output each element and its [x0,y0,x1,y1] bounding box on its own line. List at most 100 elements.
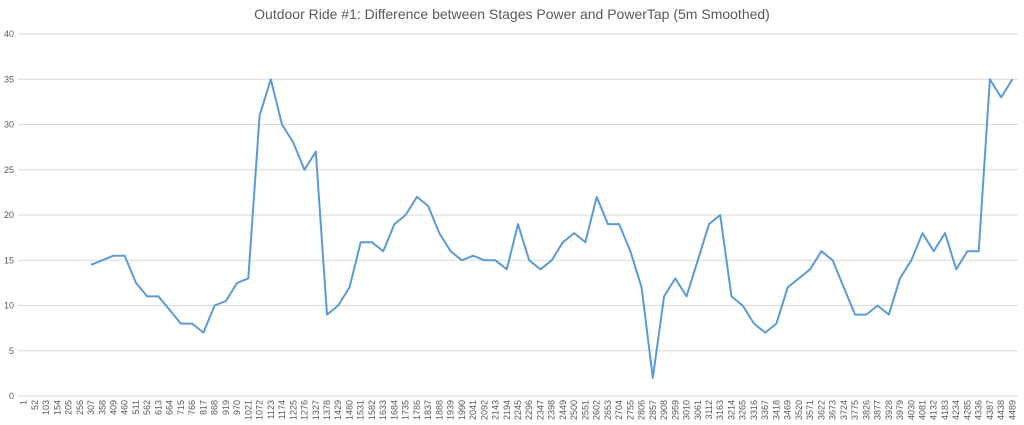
x-tick-label: 4387 [985,400,995,420]
x-tick-label: 460 [120,400,130,415]
x-tick-label: 3010 [682,400,692,420]
x-tick-label: 3418 [771,400,781,420]
x-tick-label: 1327 [311,400,321,420]
x-tick-label: 2500 [569,400,579,420]
x-tick-label: 4489 [1007,400,1017,420]
x-tick-label: 1939 [446,400,456,420]
x-tick-label: 205 [64,400,74,415]
data-line [90,78,1014,379]
y-tick-label: 35 [4,74,14,84]
x-tick-label: 1378 [322,400,332,420]
x-tick-label: 4081 [917,400,927,420]
x-tick-label: 613 [153,400,163,415]
x-tick-label: 2398 [547,400,557,420]
x-tick-label: 3265 [738,400,748,420]
x-tick-label: 1174 [277,400,287,419]
x-tick-label: 1582 [367,400,377,420]
x-tick-label: 3928 [884,400,894,420]
x-tick-label: 2653 [603,400,613,420]
x-tick-label: 3877 [873,400,883,420]
y-tick-label: 40 [4,29,14,39]
x-tick-label: 154 [52,400,62,415]
x-tick-label: 4438 [996,400,1006,420]
x-tick-label: 3061 [693,400,703,420]
x-tick-label: 2755 [625,400,635,420]
x-tick-label: 2704 [614,400,624,420]
x-tick-label: 256 [75,400,85,415]
x-tick-label: 1225 [288,400,298,420]
x-tick-label: 4132 [929,400,939,420]
x-tick-label: 2296 [524,400,534,420]
y-tick-label: 30 [4,120,14,130]
x-tick-label: 2347 [535,400,545,420]
x-tick-label: 3979 [895,400,905,420]
x-tick-label: 2041 [468,400,478,420]
x-tick-label: 1480 [344,400,354,420]
x-tick-label: 1531 [356,400,366,420]
x-tick-label: 3622 [816,400,826,420]
x-tick-label: 1837 [423,400,433,420]
x-tick-label: 817 [198,400,208,415]
x-tick-label: 307 [86,400,96,415]
x-tick-label: 3826 [861,400,871,420]
x-tick-label: 2602 [592,400,602,420]
x-tick-label: 2806 [637,400,647,420]
x-tick-label: 1 [19,400,29,405]
x-tick-label: 1021 [243,400,253,420]
x-tick-label: 2092 [479,400,489,420]
x-tick-label: 358 [97,400,107,415]
x-tick-label: 2551 [580,400,590,420]
x-tick-label: 1684 [389,400,399,420]
x-tick-label: 1276 [300,400,310,420]
x-tick-label: 4336 [974,400,984,420]
x-tick-label: 4285 [962,400,972,420]
x-tick-label: 1429 [333,400,343,420]
x-tick-label: 1072 [255,400,265,420]
x-tick-label: 3367 [760,400,770,420]
x-tick-label: 2959 [670,400,680,420]
chart-title: Outdoor Ride #1: Difference between Stag… [254,6,770,22]
x-tick-label: 970 [232,400,242,415]
x-tick-label: 2857 [648,400,658,420]
x-tick-label: 3775 [850,400,860,420]
x-tick-label: 2908 [659,400,669,420]
x-tick-label: 52 [30,400,40,410]
x-tick-label: 562 [142,400,152,415]
x-tick-label: 1633 [378,400,388,420]
y-tick-label: 25 [4,165,14,175]
x-tick-label: 3316 [749,400,759,420]
x-tick-label: 103 [41,400,51,415]
x-tick-label: 868 [210,400,220,415]
x-tick-label: 2245 [513,400,523,420]
y-tick-label: 5 [9,346,14,356]
y-tick-label: 10 [4,301,14,311]
x-tick-label: 1888 [434,400,444,420]
x-tick-label: 3163 [715,400,725,420]
x-tick-label: 511 [131,400,141,414]
x-tick-label: 3724 [839,400,849,420]
x-tick-label: 3214 [726,400,736,420]
x-tick-label: 919 [221,400,231,415]
x-tick-label: 766 [187,400,197,415]
x-tick-label: 3469 [783,400,793,420]
x-tick-label: 3112 [704,400,714,419]
x-tick-label: 3520 [794,400,804,420]
x-tick-label: 1735 [401,400,411,420]
x-tick-label: 1786 [412,400,422,420]
x-tick-label: 3571 [805,400,815,420]
y-tick-label: 15 [4,255,14,265]
x-tick-label: 664 [165,400,175,415]
x-tick-label: 715 [176,400,186,415]
x-tick-label: 409 [109,400,119,415]
x-tick-label: 2449 [558,400,568,420]
y-tick-label: 20 [4,210,14,220]
x-tick-label: 1123 [266,400,276,419]
x-tick-label: 4183 [940,400,950,420]
x-tick-label: 2194 [502,400,512,420]
x-tick-label: 4030 [906,400,916,420]
x-tick-label: 2143 [491,400,501,420]
x-tick-label: 3673 [828,400,838,420]
x-tick-label: 4234 [951,400,961,420]
x-tick-label: 1990 [457,400,467,420]
